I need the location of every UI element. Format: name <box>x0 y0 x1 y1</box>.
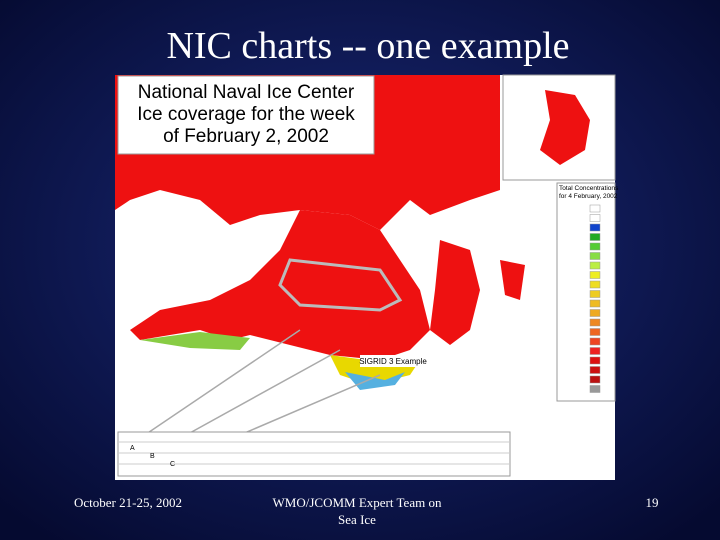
legend-swatch <box>589 356 601 365</box>
legend-swatches <box>589 204 601 393</box>
legend-swatch <box>589 242 601 251</box>
marker: A <box>130 445 135 452</box>
legend-swatch <box>589 290 601 298</box>
slide-title: NIC charts -- one example <box>166 25 569 67</box>
footer-date: October 21-25, 2002 <box>74 495 182 510</box>
page-number: 19 <box>646 495 659 510</box>
legend-swatch <box>589 280 601 289</box>
legend-title: for 4 February, 2002 <box>559 193 618 200</box>
legend-swatch <box>589 204 601 213</box>
legend-swatch <box>589 214 601 222</box>
marker: C <box>170 461 175 468</box>
legend-swatch <box>589 328 601 336</box>
example-label: SIGRID 3 Example <box>359 357 427 366</box>
legend-swatch <box>589 347 601 355</box>
legend-swatch <box>589 385 601 393</box>
legend-swatch <box>589 299 601 308</box>
map-caption: National Naval Ice Center <box>138 82 355 103</box>
map-image: National Naval Ice Center Ice coverage f… <box>115 74 619 480</box>
legend-swatch <box>589 337 601 346</box>
footer-event: Sea Ice <box>338 512 376 527</box>
legend-swatch <box>589 318 601 327</box>
legend-swatch <box>589 271 601 279</box>
map-caption: Ice coverage for the week <box>137 104 355 125</box>
legend-swatch <box>589 375 601 384</box>
legend-swatch <box>589 233 601 241</box>
legend-swatch <box>589 366 601 374</box>
legend-swatch <box>589 309 601 317</box>
footer-event: WMO/JCOMM Expert Team on <box>273 495 442 510</box>
legend-swatch <box>589 223 601 232</box>
legend-title: Total Concentrations <box>559 185 619 192</box>
legend-swatch <box>589 252 601 260</box>
marker: B <box>150 453 155 460</box>
map-caption: of February 2, 2002 <box>163 126 329 147</box>
legend-swatch <box>589 261 601 270</box>
